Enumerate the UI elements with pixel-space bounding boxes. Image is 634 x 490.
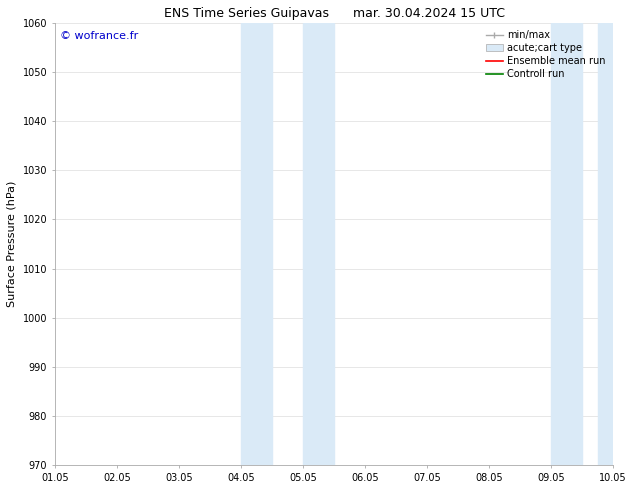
Legend: min/max, acute;cart type, Ensemble mean run, Controll run: min/max, acute;cart type, Ensemble mean … — [482, 27, 609, 82]
Bar — [303, 23, 334, 466]
Y-axis label: Surface Pressure (hPa): Surface Pressure (hPa) — [7, 181, 17, 307]
Title: ENS Time Series Guipavas      mar. 30.04.2024 15 UTC: ENS Time Series Guipavas mar. 30.04.2024… — [164, 7, 505, 20]
Bar — [551, 23, 582, 466]
Bar — [241, 23, 272, 466]
Bar — [598, 23, 613, 466]
Text: © wofrance.fr: © wofrance.fr — [60, 31, 139, 41]
